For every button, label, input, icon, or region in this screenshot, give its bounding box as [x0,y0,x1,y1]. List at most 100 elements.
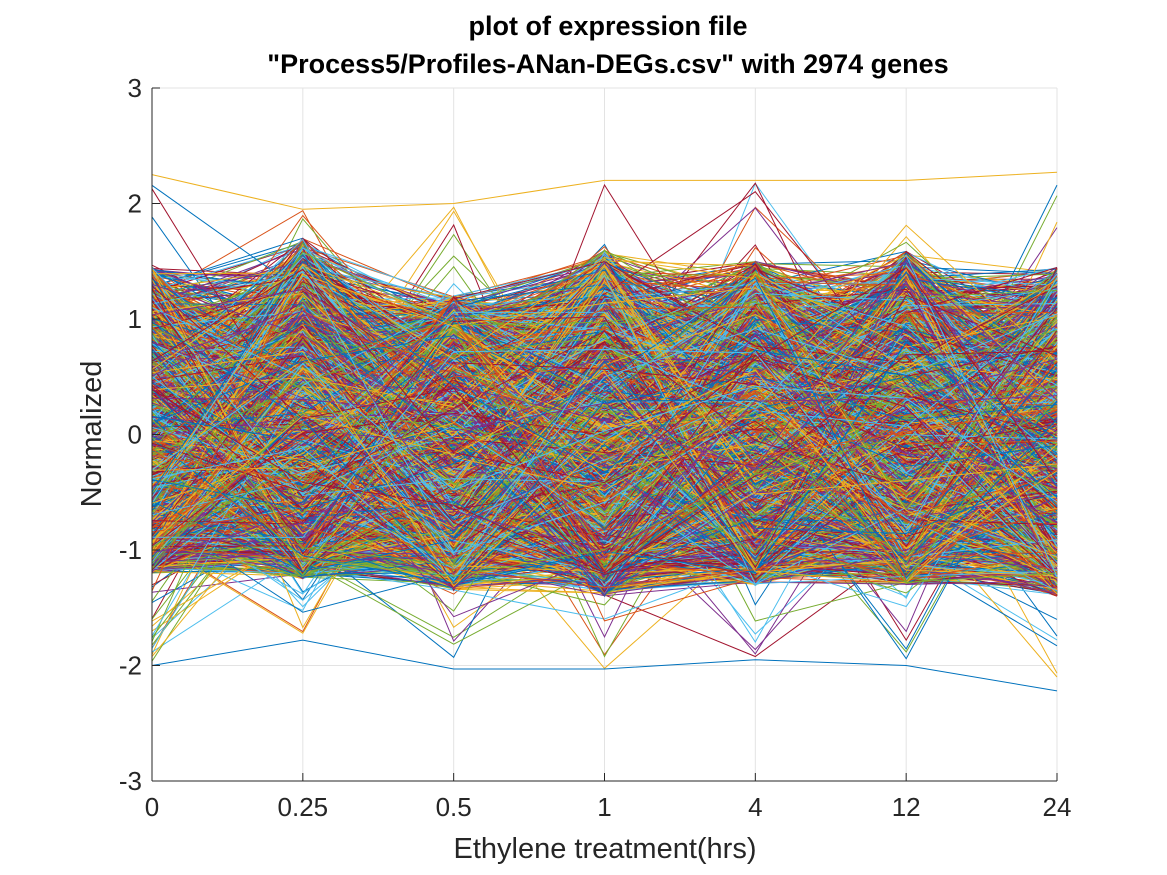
profile-line [151,273,1058,493]
x-tick-label: 12 [892,792,921,822]
profile-line [151,326,1058,589]
y-tick-label: -1 [119,535,142,565]
profile-line [151,313,1058,554]
profile-line [151,367,1058,583]
profile-line [151,265,1058,495]
profile-line [151,342,1058,529]
profile-line [151,358,1058,523]
profile-line [151,421,1058,578]
y-tick-label: 2 [128,189,142,219]
profile-line [151,265,1058,582]
profile-line [151,322,1058,540]
profile-line [151,305,1058,566]
profile-line [151,318,1058,545]
profile-line [151,268,1058,508]
profile-line [151,271,1058,561]
profile-line [151,261,1058,537]
profile-line [151,419,1058,577]
profile-line [151,307,1058,493]
profile-line [151,321,1058,561]
y-tick-label: 1 [128,304,142,334]
profile-line [151,350,1058,587]
y-tick-labels: 3 2 1 0 -1 -2 -3 [119,73,142,796]
x-axis-label: Ethylene treatment(hrs) [453,833,756,865]
profile-line [151,305,1058,465]
profile-line [151,257,1058,579]
profile-line [151,277,1058,579]
profile-line [151,315,1058,571]
profile-line [151,254,1058,581]
y-tick-label: -3 [119,766,142,796]
profile-line [151,341,1058,584]
profile-line [151,378,1058,554]
profile-line [151,264,1058,581]
profile-line [151,283,1058,488]
profile-line [151,290,1058,425]
profile-line [151,338,1058,577]
profile-line [151,336,1058,575]
profile-line [151,350,1058,574]
plot-series-group [151,171,1058,692]
profile-line [151,258,1058,469]
profile-line-upper-extreme [151,171,1058,210]
profile-line [151,290,1058,485]
profile-line [151,352,1058,560]
profile-line [151,363,1058,570]
profile-line [151,292,1058,580]
profile-line [151,328,1058,558]
x-tick-label: 4 [748,792,762,822]
profile-line [151,298,1058,529]
profile-line [151,304,1058,527]
profile-line [151,437,1058,587]
profile-line [151,312,1058,590]
profile-line [151,324,1058,515]
chart-title-line-1: plot of expression file [468,11,747,41]
profile-line [151,320,1058,478]
y-tick-label: -2 [119,651,142,681]
axes [151,87,1058,782]
y-tick-label: 3 [128,73,142,103]
profile-line [151,345,1058,466]
profile-line [151,334,1058,570]
profile-line [151,283,1058,596]
profile-line [151,307,1058,554]
profile-line [151,311,1058,571]
profile-line [151,282,1058,526]
profile-line [151,261,1058,481]
profile-line [151,407,1058,573]
chart-title-line-2: "Process5/Profiles-ANan-DEGs.csv" with 2… [267,49,948,79]
profile-line [151,298,1058,557]
profile-line [151,277,1058,589]
profile-line [151,277,1058,538]
profile-line [151,281,1058,428]
profile-line [151,294,1058,569]
profile-line [151,285,1058,556]
profile-line [151,376,1058,573]
profile-line [151,325,1058,540]
profile-line [151,275,1058,504]
profile-line [151,250,1058,497]
profile-line [151,297,1058,540]
profile-line [151,287,1058,488]
profile-line [151,277,1058,561]
profile-line [151,321,1058,583]
profile-line [151,279,1058,504]
profile-line [151,251,1058,453]
x-tick-label: 0.25 [278,792,329,822]
profile-line [151,265,1058,554]
x-tick-labels: 0 0.25 0.5 1 4 12 24 [145,792,1072,822]
profile-line [151,267,1058,484]
x-tick-label: 0.5 [436,792,472,822]
profile-line [151,329,1058,564]
profile-line [151,359,1058,565]
profile-line [151,312,1058,557]
x-tick-label: 24 [1043,792,1072,822]
profile-line [151,301,1058,565]
profile-line [151,260,1058,498]
profile-line [151,363,1058,503]
profile-line [151,341,1058,532]
profile-line [151,389,1058,525]
profile-line [151,410,1058,560]
profile-line-lower-extreme [151,639,1058,692]
